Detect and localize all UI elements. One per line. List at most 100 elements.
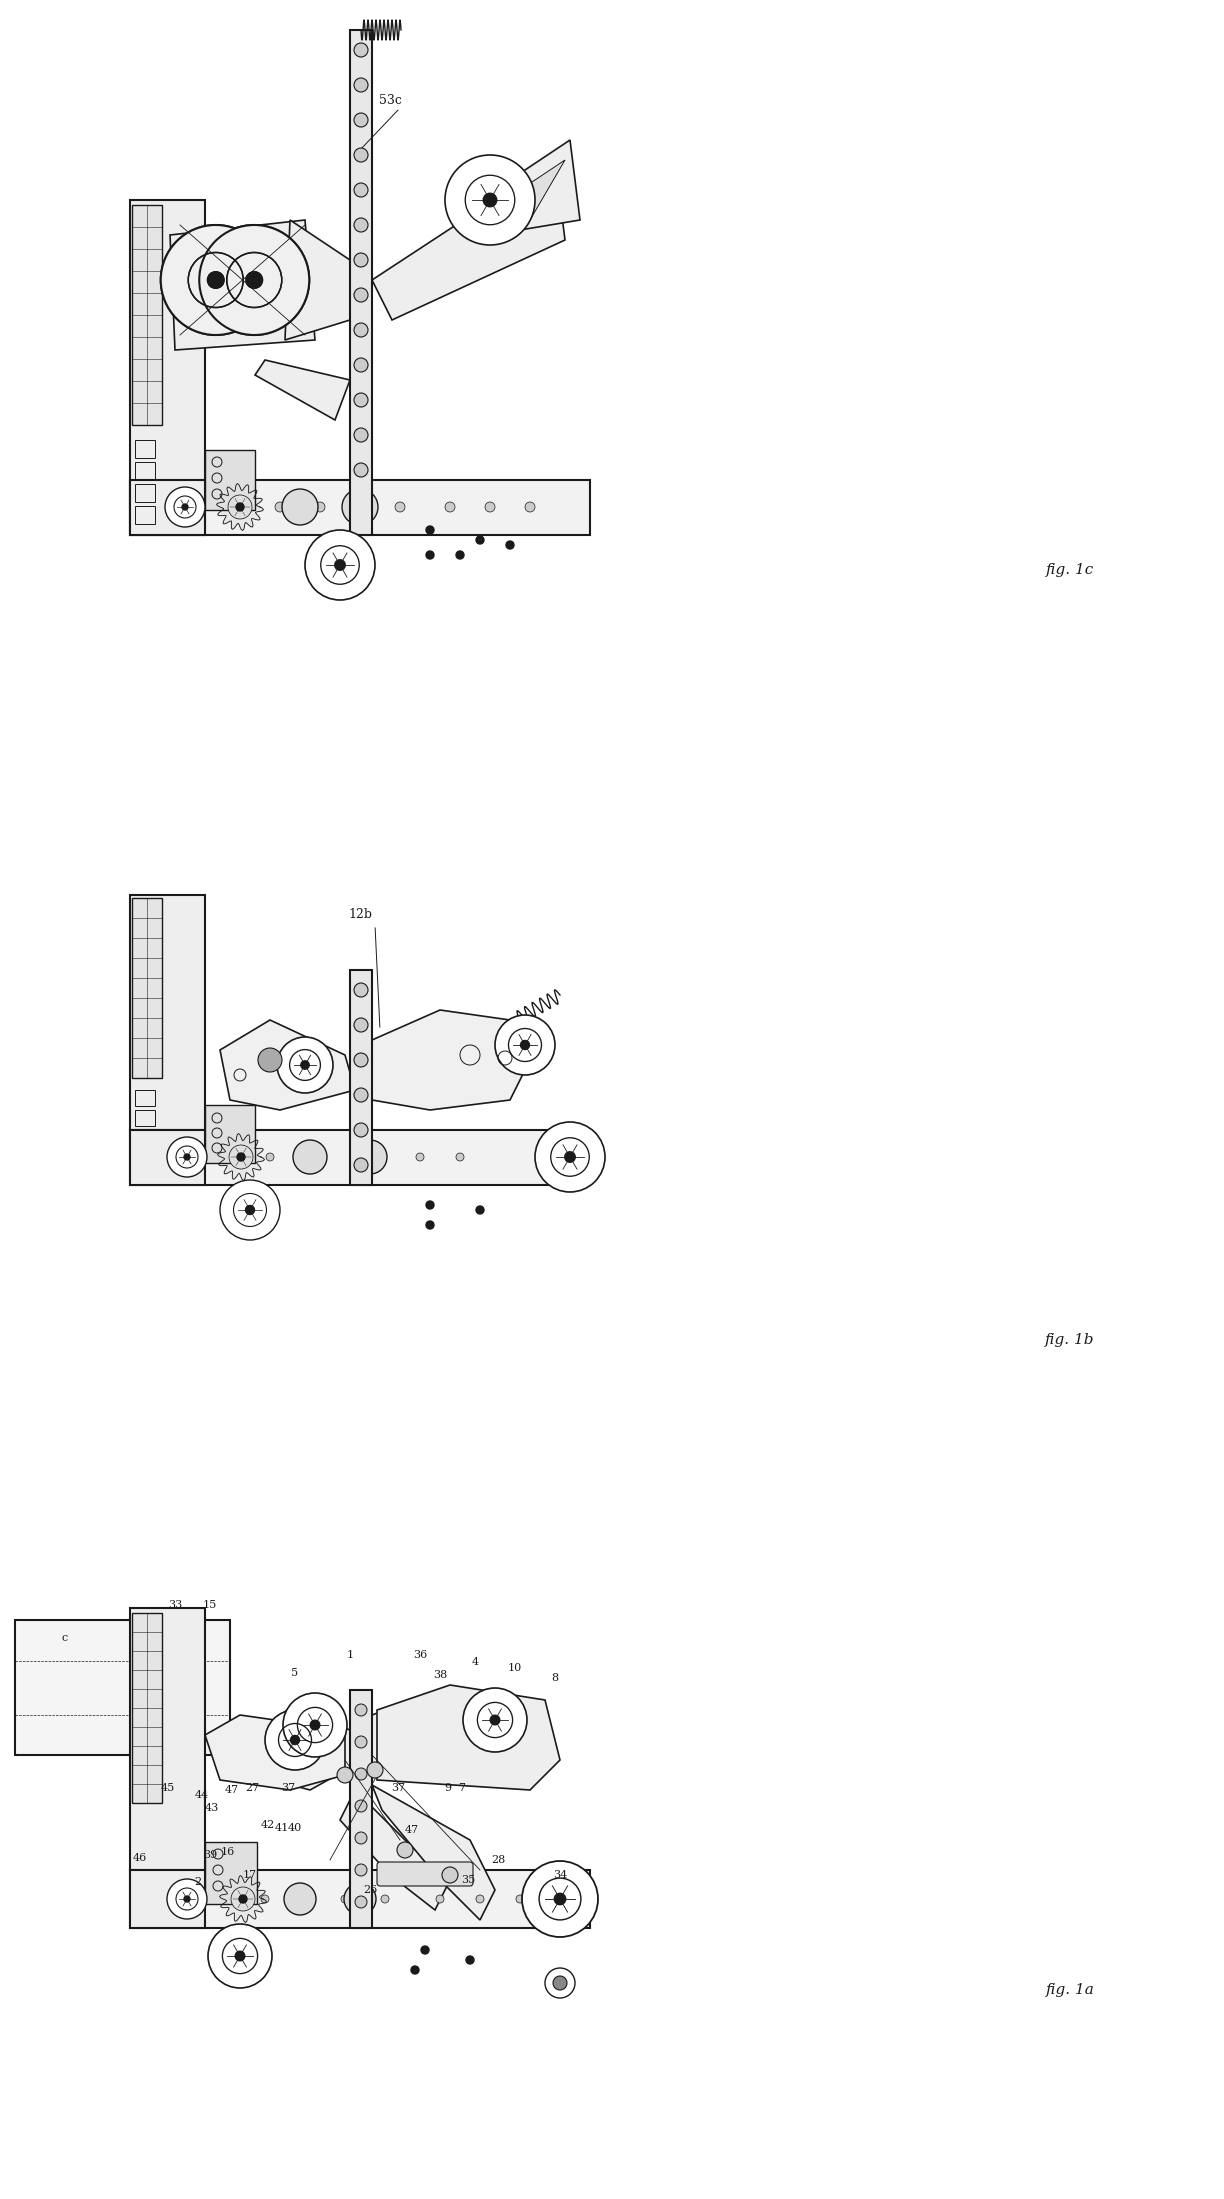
Circle shape [416, 1152, 424, 1161]
Text: 35: 35 [461, 1876, 475, 1885]
Circle shape [166, 1878, 207, 1920]
Circle shape [354, 1089, 368, 1102]
Circle shape [182, 504, 188, 510]
Circle shape [239, 1896, 247, 1902]
Circle shape [463, 1689, 528, 1753]
Bar [130, 1607, 204, 1869]
Circle shape [354, 358, 368, 372]
Text: 43: 43 [204, 1803, 219, 1812]
Circle shape [246, 273, 262, 288]
Text: 42: 42 [261, 1821, 275, 1830]
Circle shape [306, 1152, 315, 1161]
Circle shape [293, 1139, 327, 1174]
Circle shape [354, 1124, 368, 1137]
Circle shape [235, 1951, 245, 1962]
Circle shape [355, 1896, 367, 1909]
Circle shape [228, 495, 252, 519]
Text: 38: 38 [433, 1669, 447, 1680]
Circle shape [236, 504, 244, 510]
Circle shape [355, 1735, 367, 1748]
Text: 37: 37 [390, 1783, 405, 1792]
Circle shape [184, 1154, 190, 1161]
Bar [132, 205, 162, 424]
Bar [350, 970, 372, 1185]
Circle shape [222, 1896, 229, 1902]
Circle shape [229, 1146, 253, 1170]
Circle shape [421, 1946, 428, 1955]
Circle shape [354, 77, 368, 92]
Circle shape [208, 273, 224, 288]
Circle shape [275, 501, 285, 512]
Circle shape [483, 194, 497, 207]
Text: 7: 7 [459, 1783, 465, 1792]
Text: 34: 34 [553, 1869, 567, 1880]
Circle shape [354, 323, 368, 336]
Circle shape [490, 1715, 499, 1724]
Circle shape [200, 224, 310, 334]
Text: 41: 41 [275, 1823, 289, 1834]
Circle shape [246, 273, 262, 288]
Polygon shape [520, 161, 565, 220]
Bar [130, 895, 204, 1130]
Polygon shape [285, 220, 350, 341]
Text: 37: 37 [282, 1783, 295, 1792]
Circle shape [457, 552, 464, 559]
Bar [130, 479, 590, 534]
Circle shape [258, 1049, 282, 1071]
Circle shape [208, 1924, 272, 1988]
Bar [130, 479, 204, 534]
Circle shape [446, 501, 455, 512]
Circle shape [354, 1053, 368, 1067]
Polygon shape [170, 220, 315, 350]
Text: 44: 44 [195, 1790, 209, 1801]
Circle shape [355, 1801, 367, 1812]
Circle shape [341, 1896, 349, 1902]
Bar [135, 1091, 155, 1106]
Bar [204, 1106, 255, 1163]
Circle shape [184, 1896, 190, 1902]
Text: 46: 46 [133, 1854, 147, 1863]
Circle shape [283, 1693, 346, 1757]
Circle shape [442, 1867, 458, 1882]
Circle shape [354, 253, 368, 266]
Text: 5: 5 [291, 1669, 299, 1678]
Text: 45: 45 [160, 1783, 175, 1792]
Circle shape [520, 1040, 530, 1049]
Text: 2: 2 [195, 1878, 202, 1887]
Text: 4: 4 [471, 1658, 479, 1667]
Text: 26: 26 [362, 1885, 377, 1896]
FancyBboxPatch shape [377, 1863, 472, 1887]
Circle shape [355, 501, 365, 512]
Circle shape [553, 1977, 567, 1990]
Bar [15, 1621, 230, 1755]
Circle shape [354, 147, 368, 163]
Circle shape [354, 288, 368, 301]
Circle shape [354, 429, 368, 442]
Bar [130, 1130, 204, 1185]
Text: 9: 9 [444, 1783, 452, 1792]
Text: 53c: 53c [378, 95, 401, 106]
Polygon shape [217, 484, 263, 530]
Circle shape [354, 183, 368, 198]
Polygon shape [255, 361, 350, 420]
Bar [204, 451, 255, 510]
Circle shape [485, 501, 494, 512]
Circle shape [315, 501, 326, 512]
Circle shape [266, 1152, 274, 1161]
Text: 1: 1 [346, 1649, 354, 1660]
Text: 40: 40 [288, 1823, 302, 1834]
Circle shape [355, 1832, 367, 1845]
Circle shape [564, 1152, 575, 1163]
Circle shape [436, 1896, 444, 1902]
Text: 16: 16 [220, 1847, 235, 1856]
Circle shape [181, 1896, 188, 1902]
Circle shape [341, 488, 378, 526]
Circle shape [554, 1893, 565, 1904]
Circle shape [426, 552, 435, 559]
Circle shape [446, 154, 535, 244]
Circle shape [208, 273, 224, 288]
Circle shape [367, 1761, 383, 1779]
Circle shape [231, 1887, 255, 1911]
Circle shape [476, 1205, 483, 1214]
Circle shape [305, 530, 375, 600]
